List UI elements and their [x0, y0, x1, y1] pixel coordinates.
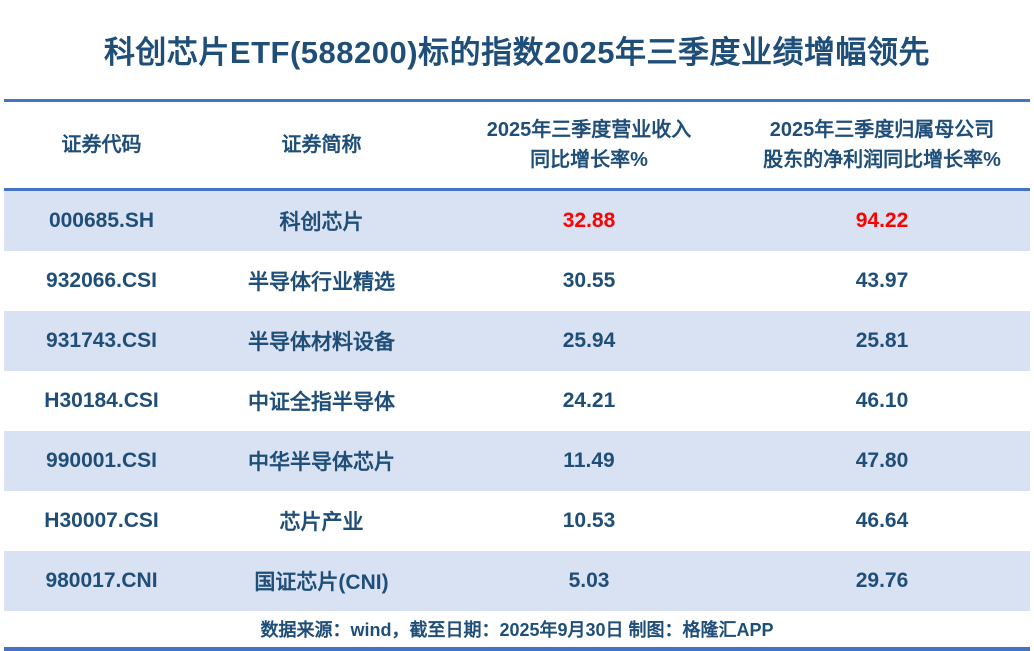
- security-code-cell: 000685.SH: [48, 209, 155, 232]
- table-row: H30184.CSI 中证全指半导体 24.21 46.10: [4, 371, 1030, 431]
- revenue-growth-cell: 24.21: [562, 389, 616, 412]
- footer-band: 数据来源：wind，截至日期：2025年9月30日 制图：格隆汇APP: [0, 611, 1034, 647]
- revenue-growth-cell: 30.55: [562, 269, 616, 292]
- table-row: 932066.CSI 半导体行业精选 30.55 43.97: [4, 251, 1030, 311]
- table-header-row: 证券代码 证券简称 2025年三季度营业收入 同比增长率% 2025年三季度归属…: [4, 102, 1030, 188]
- security-code-cell: 932066.CSI: [46, 269, 157, 292]
- data-source-note: 数据来源：wind，截至日期：2025年9月30日 制图：格隆汇APP: [260, 620, 774, 640]
- security-code-cell: 980017.CNI: [45, 569, 158, 592]
- header-revenue-growth-line1: 2025年三季度营业收入: [486, 119, 692, 141]
- security-name-cell: 中证全指半导体: [248, 391, 395, 414]
- security-code-cell: 931743.CSI: [46, 329, 157, 352]
- table-row: 000685.SH 科创芯片 32.88 94.22: [4, 191, 1030, 251]
- security-name-cell: 芯片产业: [279, 511, 364, 534]
- bottom-divider: [4, 647, 1030, 651]
- revenue-growth-cell: 5.03: [568, 569, 610, 592]
- profit-growth-cell: 25.81: [855, 329, 909, 352]
- security-name-cell: 半导体行业精选: [248, 271, 395, 294]
- header-revenue-growth: 2025年三季度营业收入 同比增长率%: [444, 115, 734, 175]
- profit-growth-cell: 47.80: [855, 449, 909, 472]
- header-revenue-growth-line2: 同比增长率%: [530, 149, 648, 171]
- profit-growth-cell: 29.76: [855, 569, 909, 592]
- revenue-growth-cell: 32.88: [562, 209, 616, 232]
- profit-growth-cell: 46.10: [855, 389, 909, 412]
- title-band: 科创芯片ETF(588200)标的指数2025年三季度业绩增幅领先: [0, 0, 1034, 99]
- security-code-cell: H30007.CSI: [44, 509, 159, 532]
- security-name-cell: 半导体材料设备: [248, 331, 395, 354]
- table-row: 990001.CSI 中华半导体芯片 11.49 47.80: [4, 431, 1030, 491]
- security-name-cell: 科创芯片: [279, 211, 364, 234]
- security-code-cell: 990001.CSI: [46, 449, 157, 472]
- security-name-cell: 中华半导体芯片: [248, 451, 395, 474]
- header-profit-growth-line2: 股东的净利润同比增长率%: [763, 149, 1001, 171]
- header-security-code: 证券代码: [61, 134, 142, 156]
- page-title: 科创芯片ETF(588200)标的指数2025年三季度业绩增幅领先: [103, 35, 931, 70]
- header-divider: [4, 188, 1030, 191]
- security-code-cell: H30184.CSI: [44, 389, 159, 412]
- profit-growth-cell: 46.64: [855, 509, 909, 532]
- table-row: H30007.CSI 芯片产业 10.53 46.64: [4, 491, 1030, 551]
- revenue-growth-cell: 25.94: [562, 329, 616, 352]
- header-profit-growth-line1: 2025年三季度归属母公司: [769, 119, 995, 141]
- top-divider: [4, 99, 1030, 102]
- header-security-name: 证券简称: [281, 134, 362, 156]
- security-name-cell: 国证芯片(CNI): [254, 571, 389, 594]
- revenue-growth-cell: 10.53: [562, 509, 616, 532]
- table-row: 980017.CNI 国证芯片(CNI) 5.03 29.76: [4, 551, 1030, 611]
- revenue-growth-cell: 11.49: [563, 449, 615, 472]
- header-profit-growth: 2025年三季度归属母公司 股东的净利润同比增长率%: [734, 115, 1030, 175]
- profit-growth-cell: 43.97: [855, 269, 909, 292]
- profit-growth-cell: 94.22: [855, 209, 909, 232]
- table-row: 931743.CSI 半导体材料设备 25.94 25.81: [4, 311, 1030, 371]
